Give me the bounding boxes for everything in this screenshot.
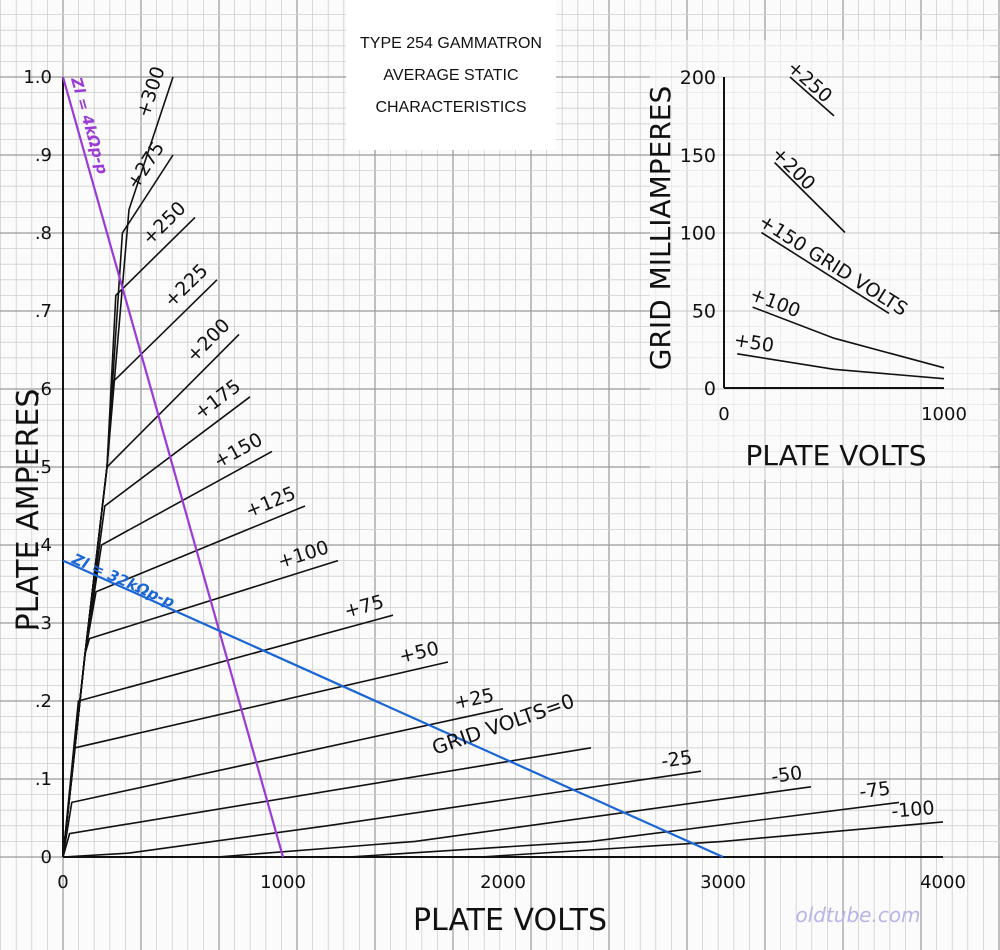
- x-tick-label: 1000: [260, 872, 306, 893]
- curve-label: +300: [132, 64, 169, 120]
- curve-label: +250: [138, 197, 191, 249]
- curve-label: -75: [858, 778, 892, 804]
- y-tick-label: .8: [35, 223, 52, 244]
- inset-curve-plus100: [752, 306, 945, 369]
- curve-label: +50: [397, 637, 441, 667]
- inset-background: [650, 40, 990, 480]
- title-line-3: CHARACTERISTICS: [375, 99, 526, 116]
- title-box: TYPE 254 GAMMATRON AVERAGE STATIC CHARAC…: [346, 0, 556, 150]
- x-tick-label: 4000: [920, 872, 966, 893]
- curve-minus50: [216, 786, 812, 858]
- curve-plus25: [62, 708, 504, 858]
- curve-label: -50: [770, 762, 804, 788]
- inset-curve-plus250: [789, 76, 835, 117]
- inset-curve-plus50: [737, 353, 945, 380]
- y-tick-label: .5: [35, 457, 52, 478]
- x-tick-label: 2000: [480, 872, 526, 893]
- y-tick-label: .4: [35, 535, 52, 556]
- y-tick-label: .7: [35, 301, 52, 322]
- inset-y-tick-label: 0: [704, 378, 716, 400]
- inset-y-tick-label: 150: [680, 145, 716, 167]
- title-line-1: TYPE 254 GAMMATRON: [360, 35, 542, 52]
- grid-volts-label: GRID VOLTS=0: [429, 689, 578, 760]
- inset-x-tick-label: 0: [718, 404, 729, 425]
- curve-label: +75: [342, 591, 386, 623]
- curve-label: +225: [160, 260, 213, 312]
- load-line: [61, 76, 285, 858]
- title-background: [346, 0, 556, 150]
- curve-label: +175: [190, 375, 245, 424]
- y-tick-label: 0: [41, 847, 52, 868]
- curve-minus25: [62, 770, 702, 858]
- inset-y-tick-label: 50: [692, 300, 716, 322]
- inset-y-axis-label: GRID MILLIAMPERES: [644, 86, 677, 371]
- inset-y-tick-label: 200: [680, 67, 716, 89]
- load-line-label: Zl = 4kΩp-p: [67, 74, 112, 176]
- curve-label: +275: [122, 138, 169, 194]
- curve-0: [62, 747, 592, 858]
- inset-y-tick-label: 100: [680, 223, 716, 245]
- curve-label: +125: [242, 482, 299, 522]
- inset-x-axis-label: PLATE VOLTS: [745, 439, 926, 472]
- load-line: [62, 559, 724, 859]
- x-axis-label: PLATE VOLTS: [413, 903, 607, 938]
- watermark: oldtube.com: [795, 903, 920, 927]
- curve-minus75: [348, 801, 900, 858]
- x-tick-label: 0: [57, 872, 68, 893]
- curve-label: -25: [660, 746, 694, 772]
- inset-curve-plus200: [774, 161, 846, 234]
- curve-label: +200: [182, 314, 234, 366]
- y-tick-label: .3: [35, 613, 52, 634]
- curve-label: +100: [275, 536, 331, 573]
- load-line-label: Zl = 32kΩp-p: [68, 549, 177, 611]
- y-tick-label: 1.0: [23, 67, 52, 88]
- curve-label: -100: [891, 797, 936, 823]
- y-axis-label: PLATE AMPERES: [11, 389, 46, 632]
- inset-x-tick-label: 1000: [921, 404, 967, 425]
- inset-curve-plus150: [760, 231, 890, 315]
- curve-label: +25: [452, 684, 496, 714]
- curve-plus50: [62, 661, 449, 858]
- y-tick-label: .9: [35, 145, 52, 166]
- y-tick-label: .2: [35, 691, 52, 712]
- y-tick-label: .6: [35, 379, 52, 400]
- title-line-2: AVERAGE STATIC: [383, 67, 518, 84]
- curve-minus100: [480, 821, 944, 858]
- y-tick-label: .1: [35, 769, 52, 790]
- x-tick-label: 3000: [700, 872, 746, 893]
